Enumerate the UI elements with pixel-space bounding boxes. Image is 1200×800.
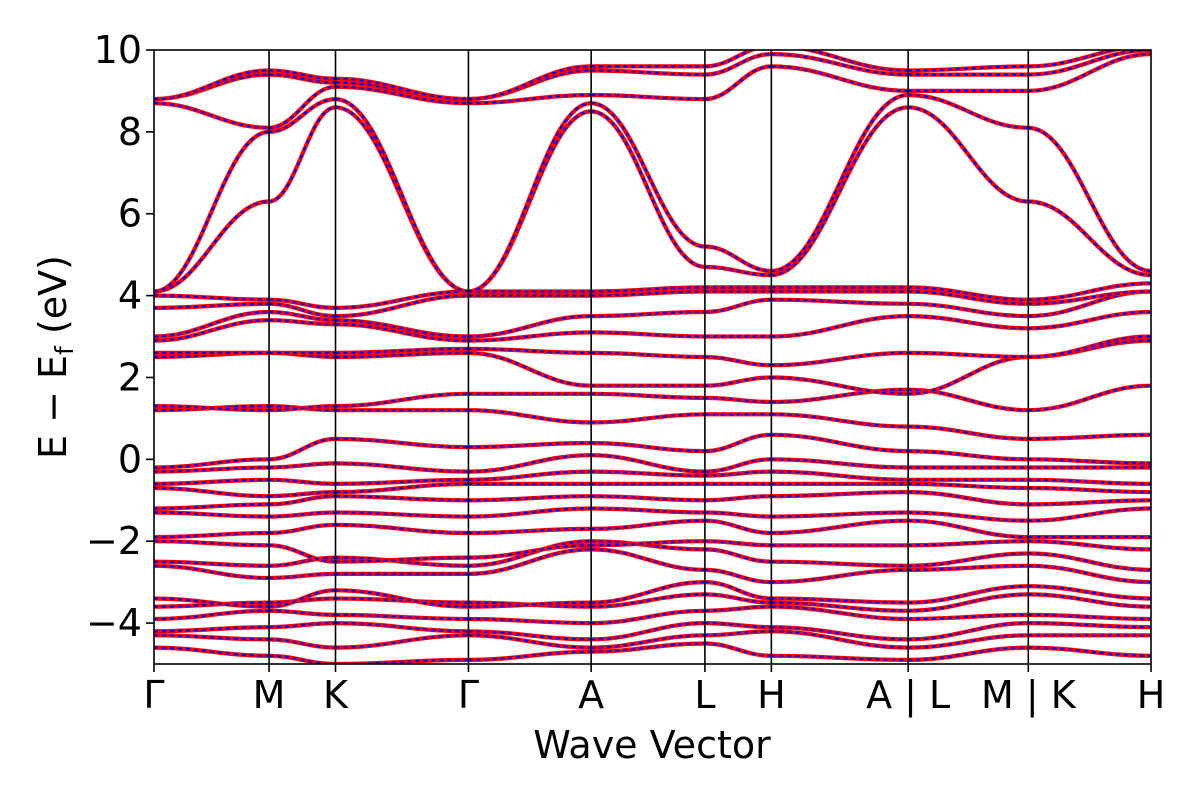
- band-line-dashed-3: [154, 605, 1151, 625]
- y-axis-label-unit: (eV): [31, 255, 75, 346]
- y-tick-label-6: 8: [118, 110, 142, 154]
- y-axis-ticks: −4 −2 0 2 4 6 8 10: [86, 28, 154, 645]
- band-line-dashed-6: [154, 548, 1151, 584]
- band-line-dashed-25: [154, 93, 1151, 293]
- band-line-dashed-10: [154, 507, 1151, 522]
- band-line-dashed-22: [154, 290, 1151, 318]
- kpoint-lines: [268, 50, 1030, 664]
- y-axis-label: E − Ef (eV): [31, 255, 79, 459]
- band-line-dashed-26: [154, 53, 1151, 129]
- x-tick-label-2: K: [323, 673, 349, 717]
- band-line-dashed-13: [154, 470, 1151, 485]
- x-tick-label-9: H: [1137, 673, 1166, 717]
- y-axis-label-subscript: f: [50, 345, 79, 355]
- band-line-dashed-1: [154, 630, 1151, 649]
- y-tick-label-0: −4: [86, 601, 142, 645]
- band-line-dashed-12: [154, 482, 1151, 498]
- x-tick-label-8: M | K: [981, 673, 1077, 718]
- band-line-dashed-2: [154, 622, 1151, 641]
- band-line-dashed-9: [154, 519, 1151, 539]
- plot-frame: [153, 49, 1152, 665]
- band-line-dashed-14: [154, 454, 1151, 473]
- y-tick-label-1: −2: [86, 519, 142, 563]
- band-line-dashed-21: [154, 290, 1151, 338]
- band-line-dashed-19: [154, 335, 1151, 367]
- band-line-dashed-20: [154, 310, 1151, 342]
- band-line-dashed-23: [154, 282, 1151, 309]
- x-axis-label: Wave Vector: [533, 723, 771, 767]
- y-tick-label-2: 0: [118, 437, 142, 481]
- x-tick-label-3: Γ: [458, 673, 479, 717]
- x-tick-label-4: A: [578, 673, 604, 717]
- band-line-dashed-17: [154, 384, 1151, 412]
- bands-layer: [154, 50, 1151, 664]
- band-line-dashed-11: [154, 491, 1151, 510]
- band-line-dashed-28: [154, 50, 1120, 101]
- x-tick-label-7: A | L: [866, 673, 950, 718]
- x-tick-label-6: H: [757, 673, 786, 717]
- x-tick-label-5: L: [694, 673, 715, 717]
- band-line-dashed-8: [154, 540, 1151, 563]
- y-tick-label-3: 2: [118, 355, 142, 399]
- y-tick-label-4: 4: [118, 274, 142, 318]
- y-tick-label-7: 10: [94, 28, 142, 72]
- y-tick-label-5: 6: [118, 192, 142, 236]
- band-line-dashed-0: [154, 642, 1151, 664]
- band-line-dashed-5: [154, 581, 1151, 608]
- x-tick-label-1: M: [253, 673, 286, 717]
- y-axis-label-main: E − E: [31, 355, 75, 459]
- band-line-dashed-15: [154, 433, 1151, 469]
- x-tick-label-0: Γ: [143, 673, 164, 717]
